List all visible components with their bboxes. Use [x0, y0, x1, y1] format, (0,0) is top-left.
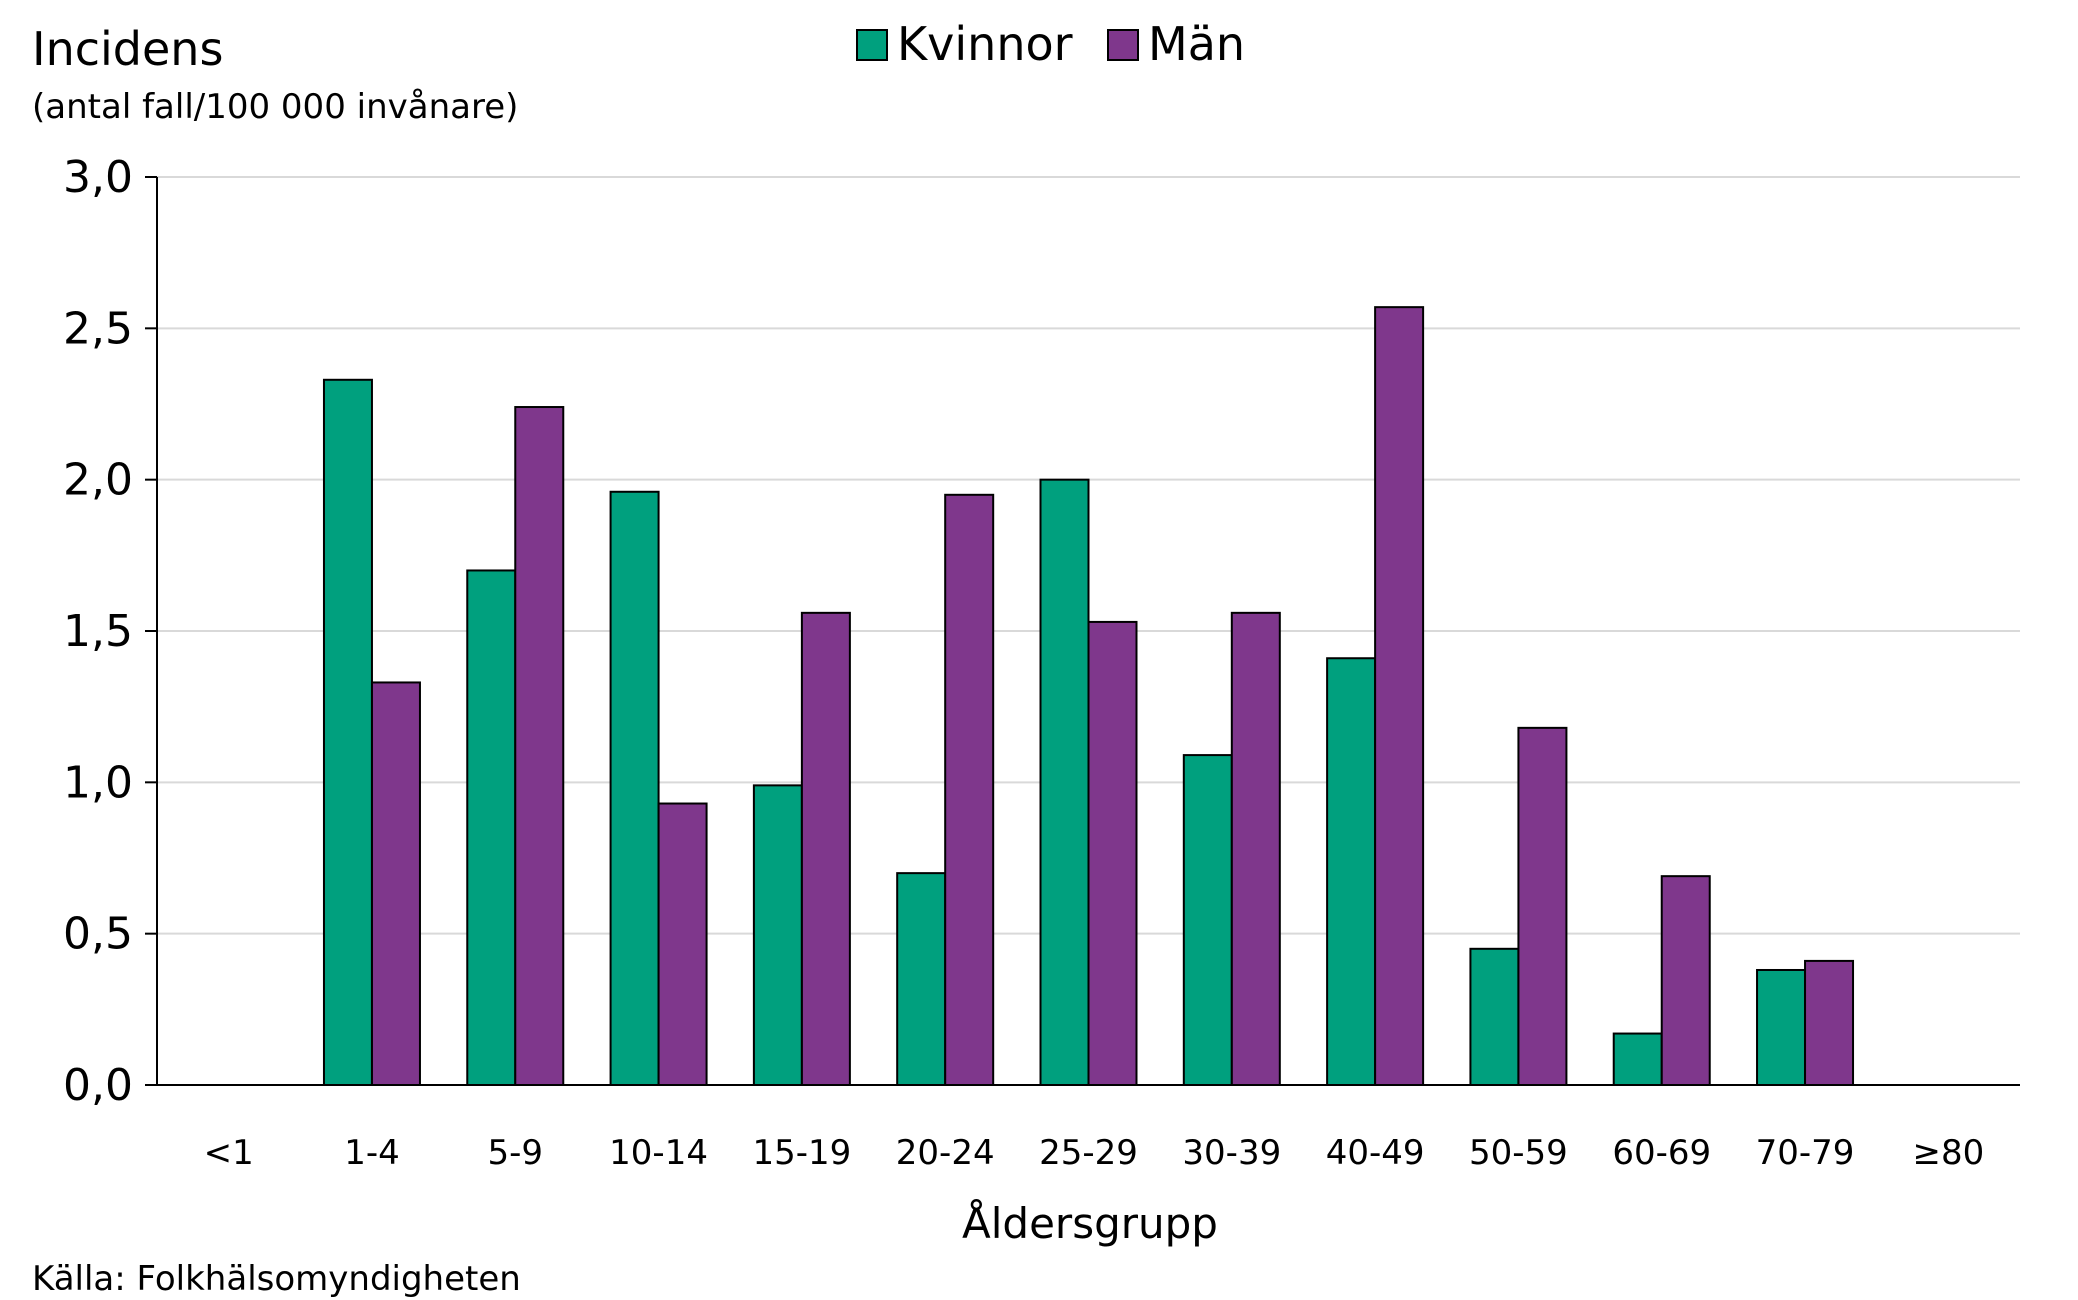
x-tick-label: 10-14 [609, 1133, 708, 1173]
x-tick-label: 40-49 [1326, 1133, 1425, 1173]
x-tick-label: 50-59 [1469, 1133, 1568, 1173]
bar-kvinnor-9 [1469, 947, 1520, 1086]
y-axis-title: Incidens [32, 22, 223, 76]
bar-man-2 [514, 406, 565, 1086]
y-tick-label: 1,5 [63, 606, 133, 657]
bar-kvinnor-6 [1039, 478, 1090, 1086]
x-tick-label: 25-29 [1039, 1133, 1138, 1173]
bar-kvinnor-10 [1612, 1032, 1663, 1086]
bar-man-11 [1804, 959, 1855, 1087]
x-tick-label: <1 [204, 1133, 254, 1173]
bar-man-3 [657, 802, 708, 1087]
source-note: Källa: Folkhälsomyndigheten [32, 1259, 521, 1299]
bar-man-1 [370, 681, 421, 1086]
bar-kvinnor-11 [1756, 968, 1807, 1087]
bar-kvinnor-2 [466, 569, 517, 1086]
bars [322, 306, 1855, 1087]
bar-kvinnor-7 [1182, 754, 1233, 1086]
x-tick-label: 5-9 [487, 1133, 543, 1173]
bar-kvinnor-3 [609, 490, 660, 1087]
bar-man-9 [1517, 726, 1568, 1086]
bar-man-10 [1660, 875, 1711, 1086]
x-tick-label: 1-4 [344, 1133, 400, 1173]
legend-label-man: Män [1148, 17, 1245, 71]
bar-man-8 [1374, 306, 1425, 1086]
y-tick-label: 2,0 [63, 455, 133, 506]
y-tick-label: 0,5 [63, 909, 133, 960]
bar-man-5 [944, 493, 995, 1086]
bar-kvinnor-4 [752, 784, 803, 1086]
bar-man-6 [1087, 620, 1138, 1086]
legend-label-kvinnor: Kvinnor [897, 17, 1073, 71]
x-tick-label: 70-79 [1756, 1133, 1855, 1173]
y-tick-label: 1,0 [63, 757, 133, 808]
legend: Kvinnor Män [856, 17, 1245, 71]
y-tick-labels: 0,0 0,5 1,0 1,5 2,0 2,5 3,0 [63, 152, 133, 1111]
y-tick-label: 0,0 [63, 1060, 133, 1111]
bar-man-7 [1230, 611, 1281, 1087]
bar-kvinnor-5 [896, 872, 947, 1087]
x-axis-title: Åldersgrupp [962, 1198, 1218, 1248]
bar-kvinnor-8 [1326, 657, 1377, 1086]
bar-man-4 [800, 611, 851, 1087]
y-tick-label: 2,5 [63, 303, 133, 354]
x-tick-label: ≥80 [1912, 1133, 1984, 1173]
y-tick-label: 3,0 [63, 152, 133, 203]
axes [156, 177, 2020, 1086]
x-tick-labels: <1 1-4 5-9 10-14 15-19 20-24 25-29 30-39 40-49 50… [204, 1133, 1985, 1173]
y-axis-subtitle: (antal fall/100 000 invånare) [32, 87, 518, 127]
x-tick-label: 60-69 [1612, 1133, 1711, 1173]
legend-swatch-kvinnor [856, 29, 888, 61]
legend-swatch-man [1107, 29, 1139, 61]
x-tick-label: 30-39 [1182, 1133, 1281, 1173]
x-tick-label: 20-24 [896, 1133, 995, 1173]
bar-kvinnor-1 [322, 378, 373, 1086]
x-tick-label: 15-19 [752, 1133, 851, 1173]
